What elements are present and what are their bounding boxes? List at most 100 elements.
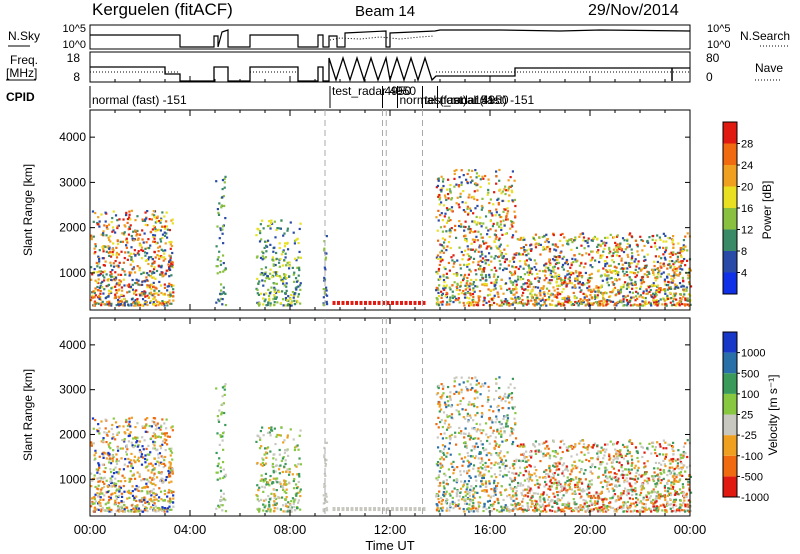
power-cell xyxy=(680,302,683,306)
velocity-cell xyxy=(96,492,99,495)
velocity-cell xyxy=(131,494,135,498)
power-cell xyxy=(523,288,526,291)
power-cell xyxy=(554,244,558,247)
velocity-cell xyxy=(479,439,482,443)
nave-ytick-top: 80 xyxy=(706,51,720,65)
power-cell xyxy=(466,213,470,216)
power-cell xyxy=(557,300,560,303)
power-cell xyxy=(98,273,101,277)
velocity-cell xyxy=(149,497,153,500)
power-cell xyxy=(269,272,272,275)
power-cell xyxy=(511,220,514,224)
power-cell xyxy=(594,290,597,293)
power-cell xyxy=(112,229,115,232)
velocity-cell xyxy=(456,490,459,493)
power-cell xyxy=(258,304,261,307)
power-cell xyxy=(117,224,120,227)
velocity-cell xyxy=(458,495,461,498)
power-cell xyxy=(668,236,671,240)
power-cell xyxy=(616,243,619,246)
velocity-cell xyxy=(293,509,297,512)
power-cell xyxy=(682,238,686,242)
power-cell xyxy=(597,249,600,252)
velocity-cell xyxy=(153,467,156,470)
power-cell xyxy=(100,213,103,216)
power-cell xyxy=(165,236,169,239)
velocity-cell xyxy=(135,499,138,503)
power-cell xyxy=(581,254,584,257)
power-cell xyxy=(492,301,496,305)
power-cell xyxy=(93,304,96,307)
power-cell xyxy=(471,169,474,172)
power-cell xyxy=(494,254,497,258)
velocity-cell xyxy=(561,439,564,442)
power-cell xyxy=(565,297,569,300)
power-cell xyxy=(151,213,154,216)
power-cell xyxy=(261,255,264,258)
power-cell xyxy=(295,238,298,241)
velocity-cell xyxy=(115,462,119,466)
power-cell xyxy=(466,205,469,208)
power-cell xyxy=(455,168,458,172)
power-cell xyxy=(605,303,608,306)
power-cell xyxy=(591,256,594,259)
velocity-cell xyxy=(106,506,109,510)
power-cell xyxy=(622,295,625,298)
velocity-cell xyxy=(285,491,288,495)
velocity-cell xyxy=(438,401,441,404)
power-cell xyxy=(168,260,171,264)
power-cell xyxy=(154,227,157,231)
velocity-cell xyxy=(606,443,609,446)
power-cell xyxy=(553,275,556,278)
power-cell xyxy=(590,250,593,253)
power-cell xyxy=(646,273,649,277)
power-cell xyxy=(224,216,227,220)
velocity-cell xyxy=(111,433,115,436)
velocity-cell xyxy=(155,448,158,452)
power-cell xyxy=(453,229,457,232)
power-cell xyxy=(447,216,451,219)
power-cell xyxy=(475,223,478,226)
velocity-cell xyxy=(164,434,167,437)
power-cell xyxy=(275,296,278,299)
velocity-cell xyxy=(92,427,95,430)
velocity-cell xyxy=(492,481,496,485)
power-cell xyxy=(607,264,611,268)
power-cell xyxy=(664,234,667,238)
power-cell xyxy=(153,240,156,243)
velocity-cell xyxy=(514,422,517,425)
velocity-cell xyxy=(260,478,263,481)
velocity-cell xyxy=(297,480,300,484)
velocity-cell xyxy=(449,494,452,497)
velocity-cell xyxy=(105,457,108,460)
velocity-cell xyxy=(296,501,300,504)
power-cell xyxy=(498,304,501,307)
velocity-cell xyxy=(464,408,467,411)
velocity-cell xyxy=(472,489,475,492)
power-cell xyxy=(458,301,461,304)
power-cell xyxy=(475,303,478,307)
velocity-cell xyxy=(510,480,514,483)
power-cell xyxy=(463,296,467,299)
power-cell xyxy=(126,258,129,261)
velocity-cell xyxy=(459,470,462,473)
velocity-cell xyxy=(496,405,499,409)
power-cell xyxy=(546,292,550,295)
velocity-cell xyxy=(504,425,508,428)
power-cell xyxy=(534,243,537,246)
power-cell xyxy=(98,270,101,273)
velocity-cell xyxy=(494,421,497,424)
power-cell xyxy=(538,291,541,295)
velocity-cell xyxy=(493,463,496,467)
power-cell xyxy=(163,225,167,228)
power-cell xyxy=(518,260,522,263)
velocity-cell xyxy=(153,447,156,450)
power-cell xyxy=(146,286,149,289)
power-cell xyxy=(628,301,631,304)
power-cell xyxy=(601,302,604,305)
velocity-cell xyxy=(109,477,112,480)
power-cell xyxy=(628,299,632,303)
colorbar-tick-label: 4 xyxy=(741,268,747,280)
velocity-cell xyxy=(169,463,172,466)
velocity-cell xyxy=(630,464,633,467)
